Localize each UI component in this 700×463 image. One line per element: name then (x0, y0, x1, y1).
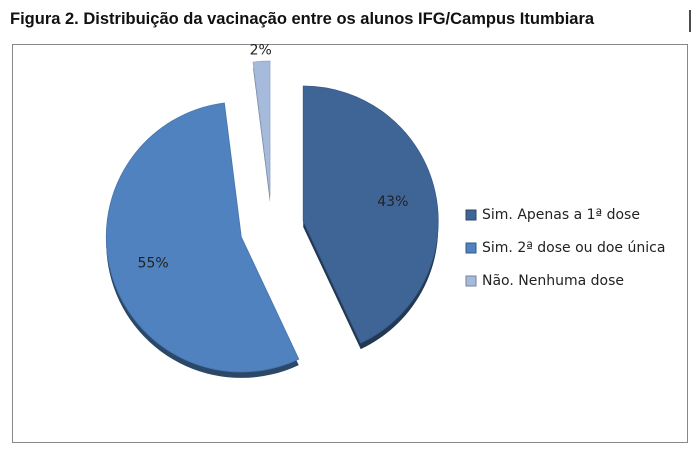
legend-label: Sim. Apenas a 1ª dose (482, 207, 640, 223)
slice (105, 102, 300, 373)
data-label: 43% (377, 194, 408, 210)
legend-swatch (465, 275, 477, 287)
data-label: 55% (138, 256, 169, 272)
slice (252, 60, 271, 197)
slice (302, 85, 439, 344)
data-label: 2% (250, 42, 272, 58)
legend-label: Não. Nenhuma dose (482, 273, 624, 289)
legend-swatch (465, 209, 477, 221)
legend-label: Sim. 2ª dose ou doe única (482, 240, 665, 256)
legend-swatch (465, 242, 477, 254)
chart-title: Figura 2. Distribuição da vacinação entr… (10, 10, 595, 28)
